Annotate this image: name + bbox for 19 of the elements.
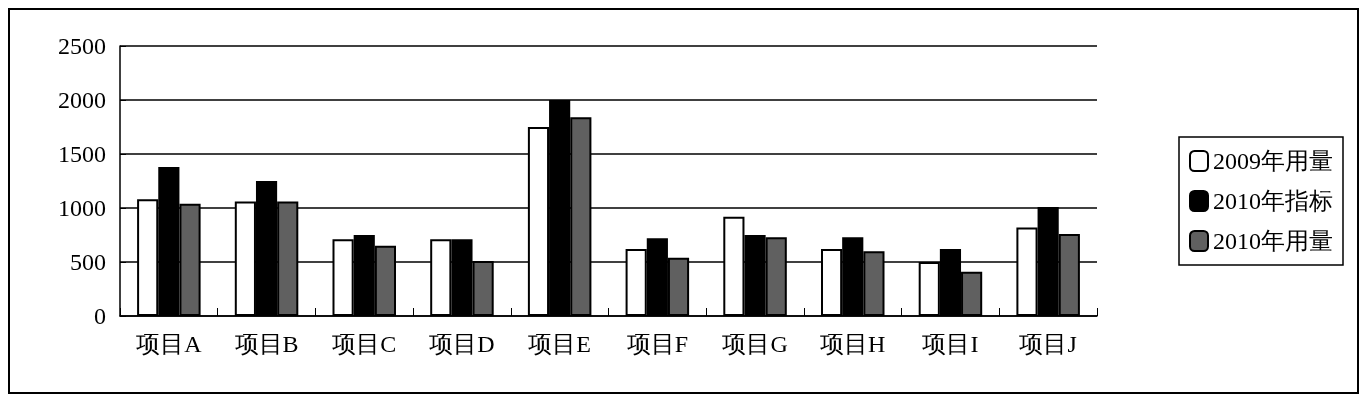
x-tick-label: 项目J [1019, 331, 1077, 357]
x-tick-label: 项目D [429, 331, 495, 357]
x-tick-label: 项目A [136, 331, 203, 357]
x-tick-label: 项目F [626, 331, 689, 357]
legend-label: 2010年用量 [1213, 228, 1333, 254]
x-tick-label: 项目B [234, 331, 299, 357]
legend-label: 2009年用量 [1213, 148, 1333, 174]
x-tick-label: 项目I [922, 331, 979, 357]
y-tick-label: 1500 [58, 141, 106, 167]
y-tick-label: 2500 [58, 33, 106, 59]
y-tick-label: 1000 [58, 195, 106, 221]
x-tick-label: 项目H [820, 331, 886, 357]
y-tick-label: 2000 [58, 87, 106, 113]
x-tick-label: 项目C [332, 331, 397, 357]
y-tick-label: 500 [70, 249, 106, 275]
x-tick-label: 项目E [528, 331, 591, 357]
x-tick-label: 项目G [722, 331, 788, 357]
legend-label: 2010年指标 [1213, 188, 1333, 214]
y-tick-label: 0 [94, 303, 106, 329]
